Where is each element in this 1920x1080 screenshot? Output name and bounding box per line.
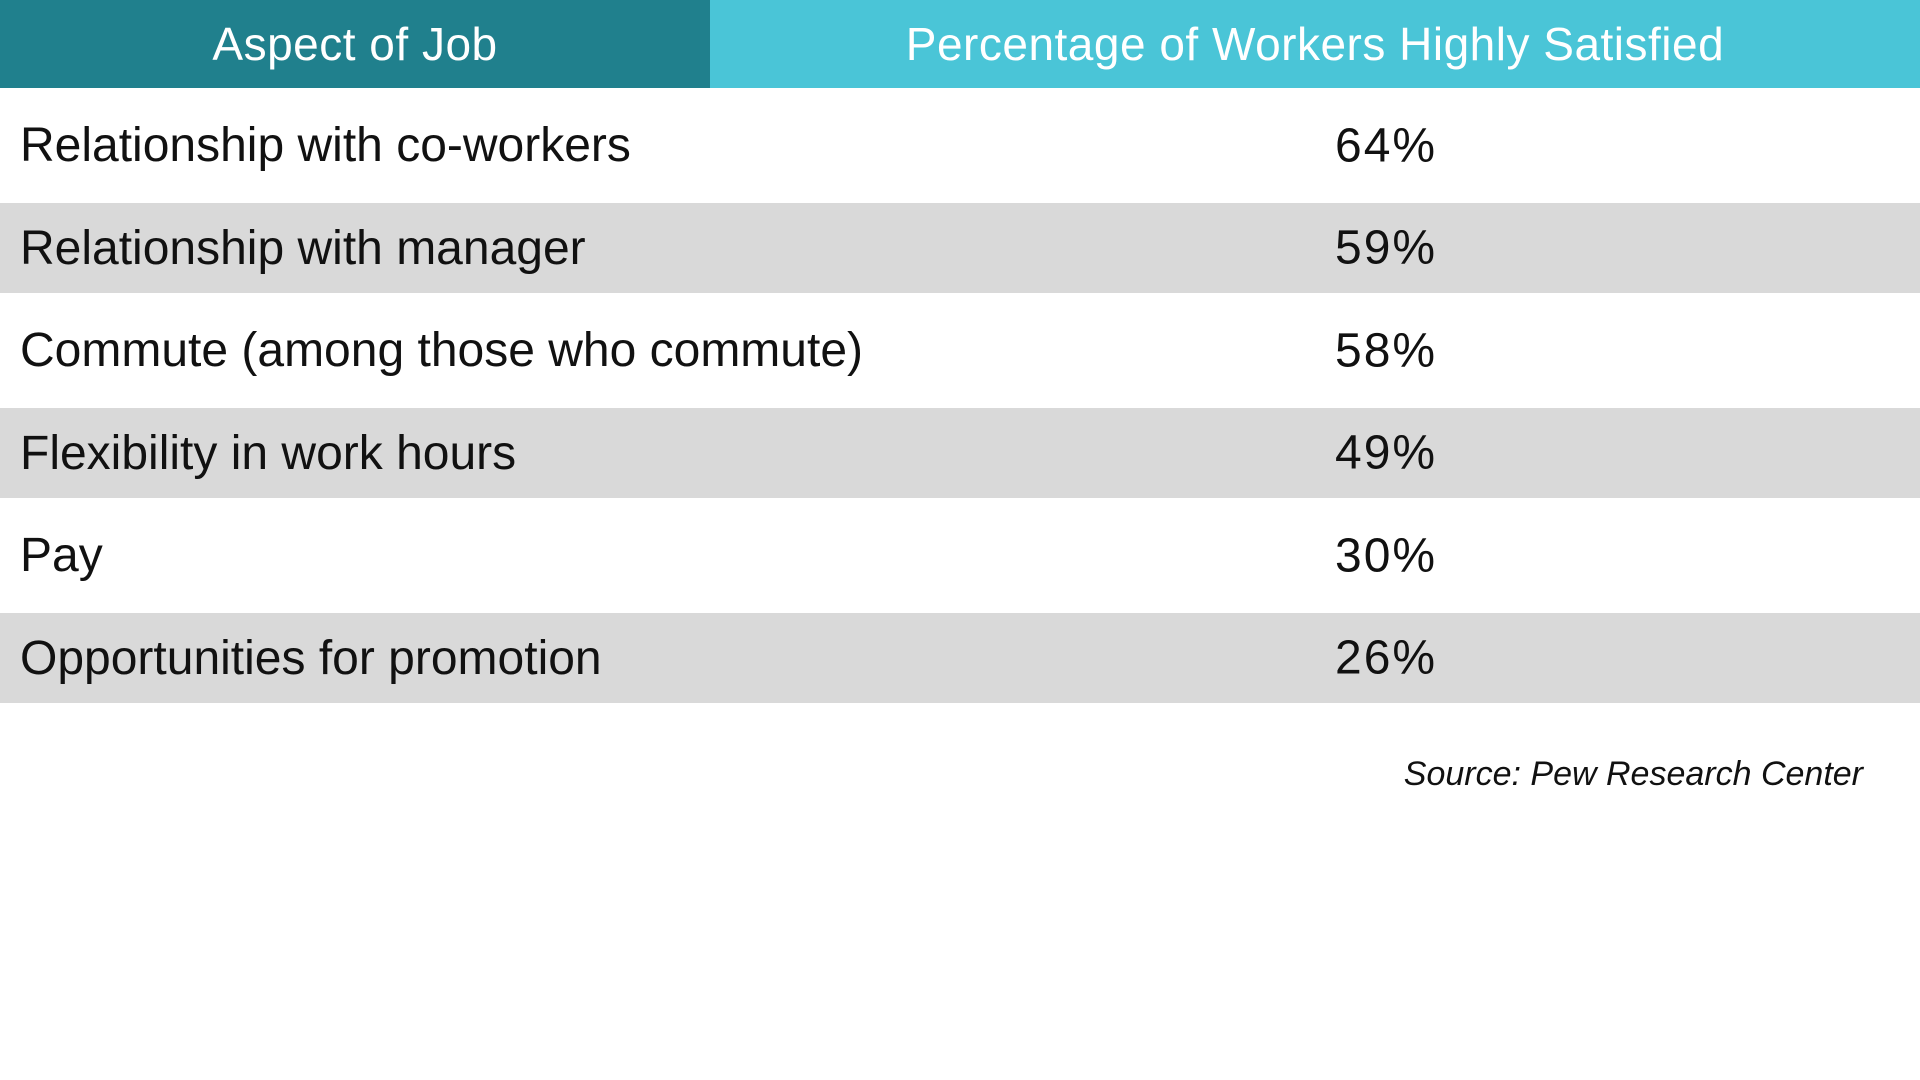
- aspect-cell: Opportunities for promotion: [20, 631, 602, 685]
- table-row: Relationship with co-workers 64%: [0, 88, 1920, 203]
- aspect-cell: Pay: [20, 529, 103, 582]
- table-row: Pay 30%: [0, 498, 1920, 613]
- aspect-cell: Commute (among those who commute): [20, 324, 863, 377]
- table-body: Relationship with co-workers 64% Relatio…: [0, 88, 1920, 703]
- percent-cell: 64%: [1335, 119, 1438, 172]
- table-header: Aspect of Job Percentage of Workers High…: [0, 0, 1920, 88]
- percent-cell: 58%: [1335, 324, 1438, 377]
- aspect-cell: Relationship with co-workers: [20, 119, 631, 172]
- table-row: Flexibility in work hours 49%: [0, 408, 1920, 498]
- table-row: Commute (among those who commute) 58%: [0, 293, 1920, 408]
- percent-cell: 59%: [1335, 221, 1438, 275]
- percent-cell: 49%: [1335, 426, 1438, 480]
- aspect-cell: Relationship with manager: [20, 221, 586, 275]
- percent-cell: 30%: [1335, 529, 1438, 582]
- source-attribution: Source: Pew Research Center: [1403, 755, 1863, 793]
- table-row: Opportunities for promotion 26%: [0, 613, 1920, 703]
- header-cell-aspect: Aspect of Job: [0, 0, 710, 88]
- percent-cell: 26%: [1335, 631, 1438, 685]
- aspect-cell: Flexibility in work hours: [20, 426, 517, 480]
- header-cell-percent: Percentage of Workers Highly Satisfied: [710, 0, 1920, 88]
- table-row: Relationship with manager 59%: [0, 203, 1920, 293]
